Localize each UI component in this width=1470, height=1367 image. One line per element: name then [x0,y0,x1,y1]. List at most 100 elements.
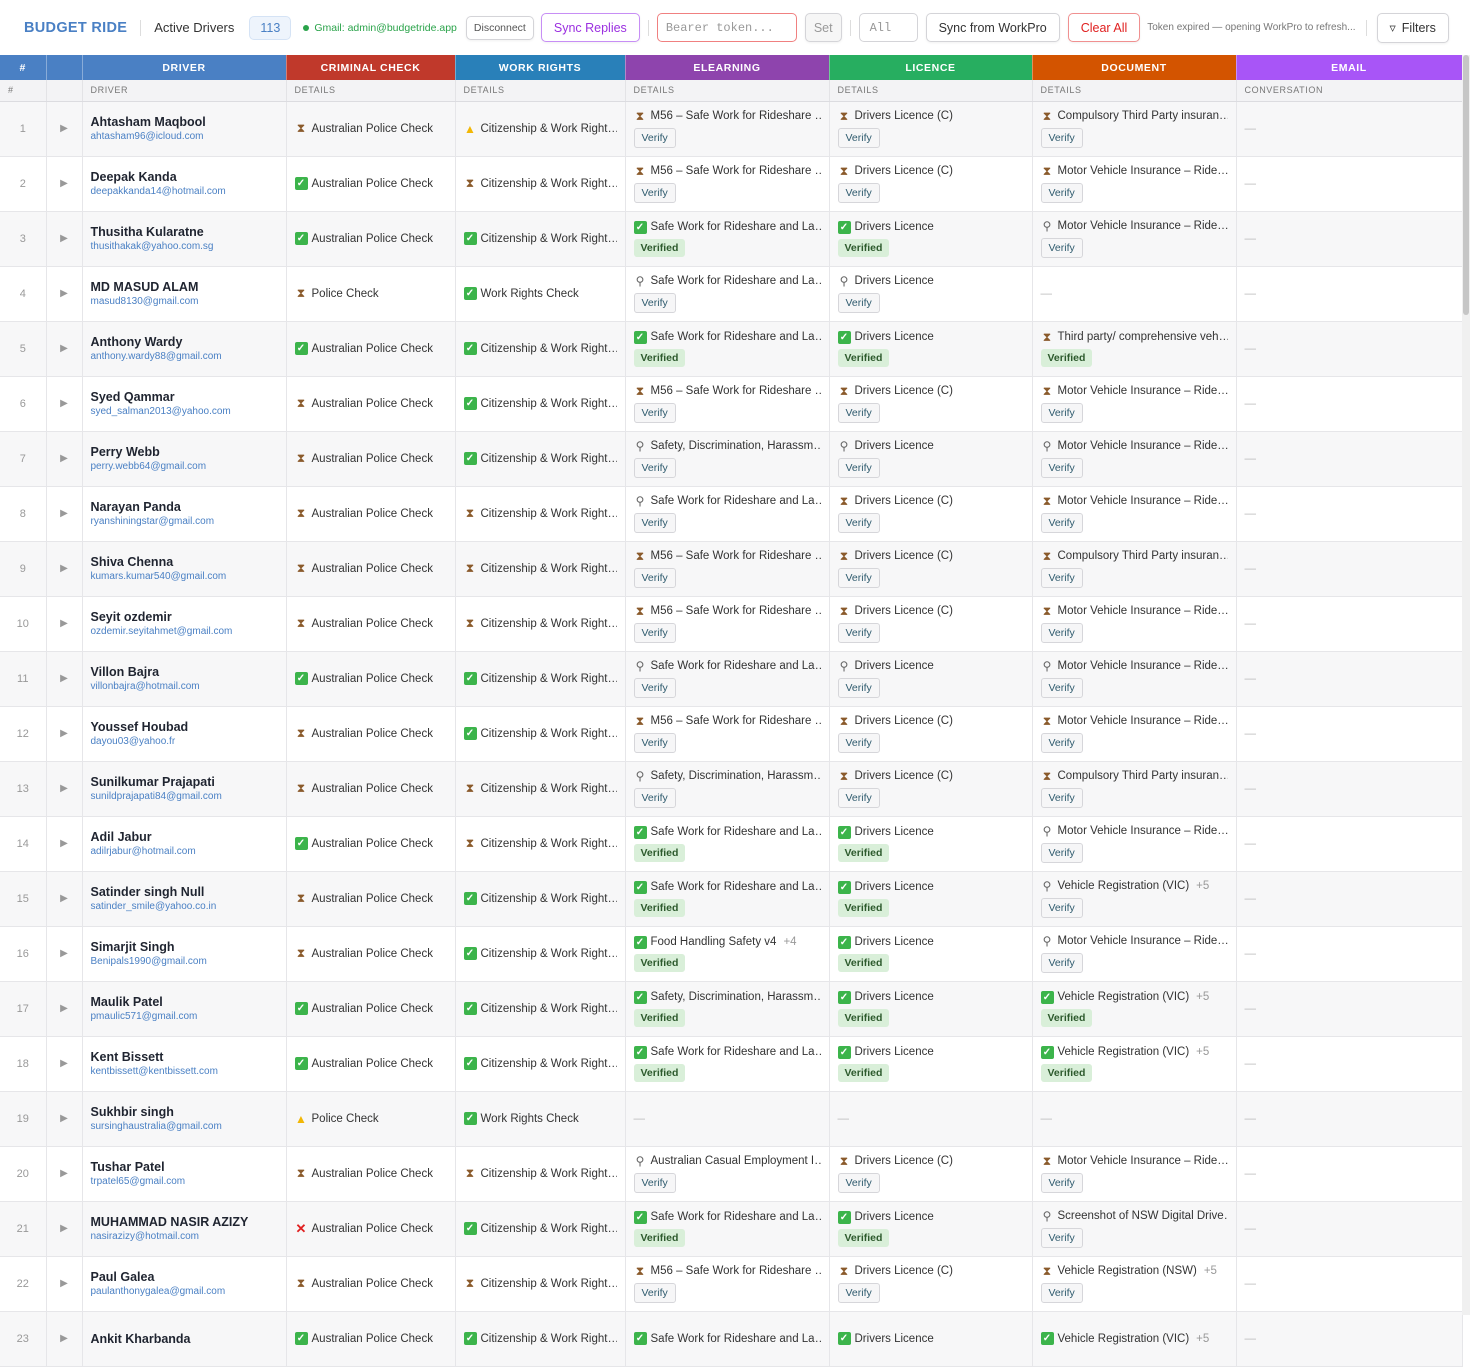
driver-name[interactable]: Sukhbir singh [90,1105,174,1119]
driver-name[interactable]: Tushar Patel [90,1160,165,1174]
driver-name[interactable]: Paul Galea [90,1270,155,1284]
verify-button[interactable]: Verify [633,1282,676,1303]
verify-button[interactable]: Verify [1040,732,1083,753]
driver-name[interactable]: Anthony Wardy [90,335,183,349]
verify-button[interactable]: Verify [633,292,676,313]
expand-row-button[interactable]: ▶ [46,926,83,982]
verify-button[interactable]: Verify [633,1172,676,1193]
verify-button[interactable]: Verify [1040,622,1083,643]
verify-button[interactable]: Verify [633,567,676,588]
expand-row-button[interactable]: ▶ [46,871,83,927]
driver-name[interactable]: Simarjit Singh [90,940,175,954]
verify-button[interactable]: Verify [1040,457,1083,478]
verify-button[interactable]: Verify [837,127,880,148]
expand-row-button[interactable]: ▶ [46,1311,83,1367]
driver-name[interactable]: MUHAMMAD NASIR AZIZY [90,1215,249,1229]
column-header[interactable]: DETAILS [286,80,456,102]
verify-button[interactable]: Verify [837,512,880,533]
driver-name[interactable]: Satinder singh Null [90,885,205,899]
table-row[interactable]: 4 ▶ MD MASUD ALAM masud8130@gmail.com ⧗ Polic… [0,266,1463,322]
expand-row-button[interactable]: ▶ [46,651,83,707]
verify-button[interactable]: Verify [1040,787,1083,808]
expand-row-button[interactable]: ▶ [46,1091,83,1147]
verify-button[interactable]: Verify [633,127,676,148]
verify-button[interactable]: Verify [1040,567,1083,588]
driver-email[interactable]: ahtasham96@icloud.com [90,131,204,142]
driver-name[interactable]: Syed Qammar [90,390,175,404]
driver-email[interactable]: dayou03@yahoo.fr [90,736,176,747]
verify-button[interactable]: Verify [1040,127,1083,148]
table-row[interactable]: 17 ▶ Maulik Patel pmaulic571@gmail.com ✓ Aust… [0,981,1463,1037]
filter-select[interactable]: All [858,13,918,42]
column-header[interactable] [46,80,83,102]
verify-button[interactable]: Verify [633,622,676,643]
table-row[interactable]: 9 ▶ Shiva Chenna kumars.kumar540@gmail.com ⧗… [0,541,1463,597]
driver-email[interactable]: syed_salman2013@yahoo.com [90,406,231,417]
driver-name[interactable]: MD MASUD ALAM [90,280,199,294]
verify-button[interactable]: Verify [1040,1282,1083,1303]
driver-name[interactable]: Sunilkumar Prajapati [90,775,215,789]
verify-button[interactable]: Verify [633,512,676,533]
table-row[interactable]: 19 ▶ Sukhbir singh sursinghaustralia@gmail.… [0,1091,1463,1147]
column-header[interactable]: CONVERSATION [1236,80,1463,102]
verify-button[interactable]: Verify [1040,842,1083,863]
verify-button[interactable]: Verify [837,292,880,313]
table-row[interactable]: 1 ▶ Ahtasham Maqbool ahtasham96@icloud.com ⧗… [0,101,1463,157]
table-row[interactable]: 13 ▶ Sunilkumar Prajapati sunildprajapati84… [0,761,1463,817]
driver-name[interactable]: Villon Bajra [90,665,160,679]
verify-button[interactable]: Verify [1040,1227,1083,1248]
expand-row-button[interactable]: ▶ [46,596,83,652]
driver-email[interactable]: paulanthonygalea@gmail.com [90,1286,226,1297]
filters-button[interactable]: ▿ Filters [1376,12,1449,43]
driver-name[interactable]: Narayan Panda [90,500,181,514]
verify-button[interactable]: Verify [837,732,880,753]
driver-email[interactable]: anthony.wardy88@gmail.com [90,351,222,362]
expand-row-button[interactable]: ▶ [46,761,83,817]
table-row[interactable]: 21 ▶ MUHAMMAD NASIR AZIZY nasirazizy@hotmai… [0,1201,1463,1257]
expand-row-button[interactable]: ▶ [46,101,83,157]
verify-button[interactable]: Verify [837,1282,880,1303]
driver-email[interactable]: sunildprajapati84@gmail.com [90,791,222,802]
driver-email[interactable]: Benipals1990@gmail.com [90,956,207,967]
set-token-button[interactable]: Set [804,13,842,42]
expand-row-button[interactable]: ▶ [46,156,83,212]
driver-email[interactable]: perry.webb64@gmail.com [90,461,207,472]
driver-email[interactable]: pmaulic571@gmail.com [90,1011,198,1022]
driver-email[interactable]: adilrjabur@hotmail.com [90,846,196,857]
table-row[interactable]: 10 ▶ Seyit ozdemir ozdemir.seyitahmet@gmail… [0,596,1463,652]
expand-row-button[interactable]: ▶ [46,541,83,597]
table-row[interactable]: 7 ▶ Perry Webb perry.webb64@gmail.com ⧗ Austr… [0,431,1463,487]
expand-row-button[interactable]: ▶ [46,211,83,267]
verify-button[interactable]: Verify [633,182,676,203]
driver-name[interactable]: Perry Webb [90,445,160,459]
table-row[interactable]: 11 ▶ Villon Bajra villonbajra@hotmail.com ✓ A… [0,651,1463,707]
verify-button[interactable]: Verify [837,402,880,423]
verify-button[interactable]: Verify [1040,237,1083,258]
driver-name[interactable]: Adil Jabur [90,830,152,844]
verify-button[interactable]: Verify [1040,402,1083,423]
verify-button[interactable]: Verify [837,567,880,588]
expand-row-button[interactable]: ▶ [46,376,83,432]
table-row[interactable]: 14 ▶ Adil Jabur adilrjabur@hotmail.com ✓ Aust… [0,816,1463,872]
table-row[interactable]: 2 ▶ Deepak Kanda deepakkanda14@hotmail.com ✓… [0,156,1463,212]
expand-row-button[interactable]: ▶ [46,816,83,872]
driver-email[interactable]: kentbissett@kentbissett.com [90,1066,218,1077]
table-row[interactable]: 5 ▶ Anthony Wardy anthony.wardy88@gmail.com… [0,321,1463,377]
driver-email[interactable]: sursinghaustralia@gmail.com [90,1121,222,1132]
verify-button[interactable]: Verify [1040,512,1083,533]
driver-email[interactable]: thusithakak@yahoo.com.sg [90,241,214,252]
driver-email[interactable]: masud8130@gmail.com [90,296,199,307]
driver-name[interactable]: Deepak Kanda [90,170,177,184]
expand-row-button[interactable]: ▶ [46,486,83,542]
driver-name[interactable]: Ankit Kharbanda [90,1331,191,1346]
verify-button[interactable]: Verify [1040,1172,1083,1193]
column-header[interactable]: DETAILS [829,80,1033,102]
driver-name[interactable]: Ahtasham Maqbool [90,115,206,129]
column-header[interactable]: DRIVER [82,80,287,102]
verify-button[interactable]: Verify [837,677,880,698]
column-header[interactable]: DETAILS [1032,80,1237,102]
driver-email[interactable]: trpatel65@gmail.com [90,1176,186,1187]
scrollbar[interactable] [1462,55,1470,1315]
expand-row-button[interactable]: ▶ [46,431,83,487]
driver-email[interactable]: satinder_smile@yahoo.co.in [90,901,217,912]
